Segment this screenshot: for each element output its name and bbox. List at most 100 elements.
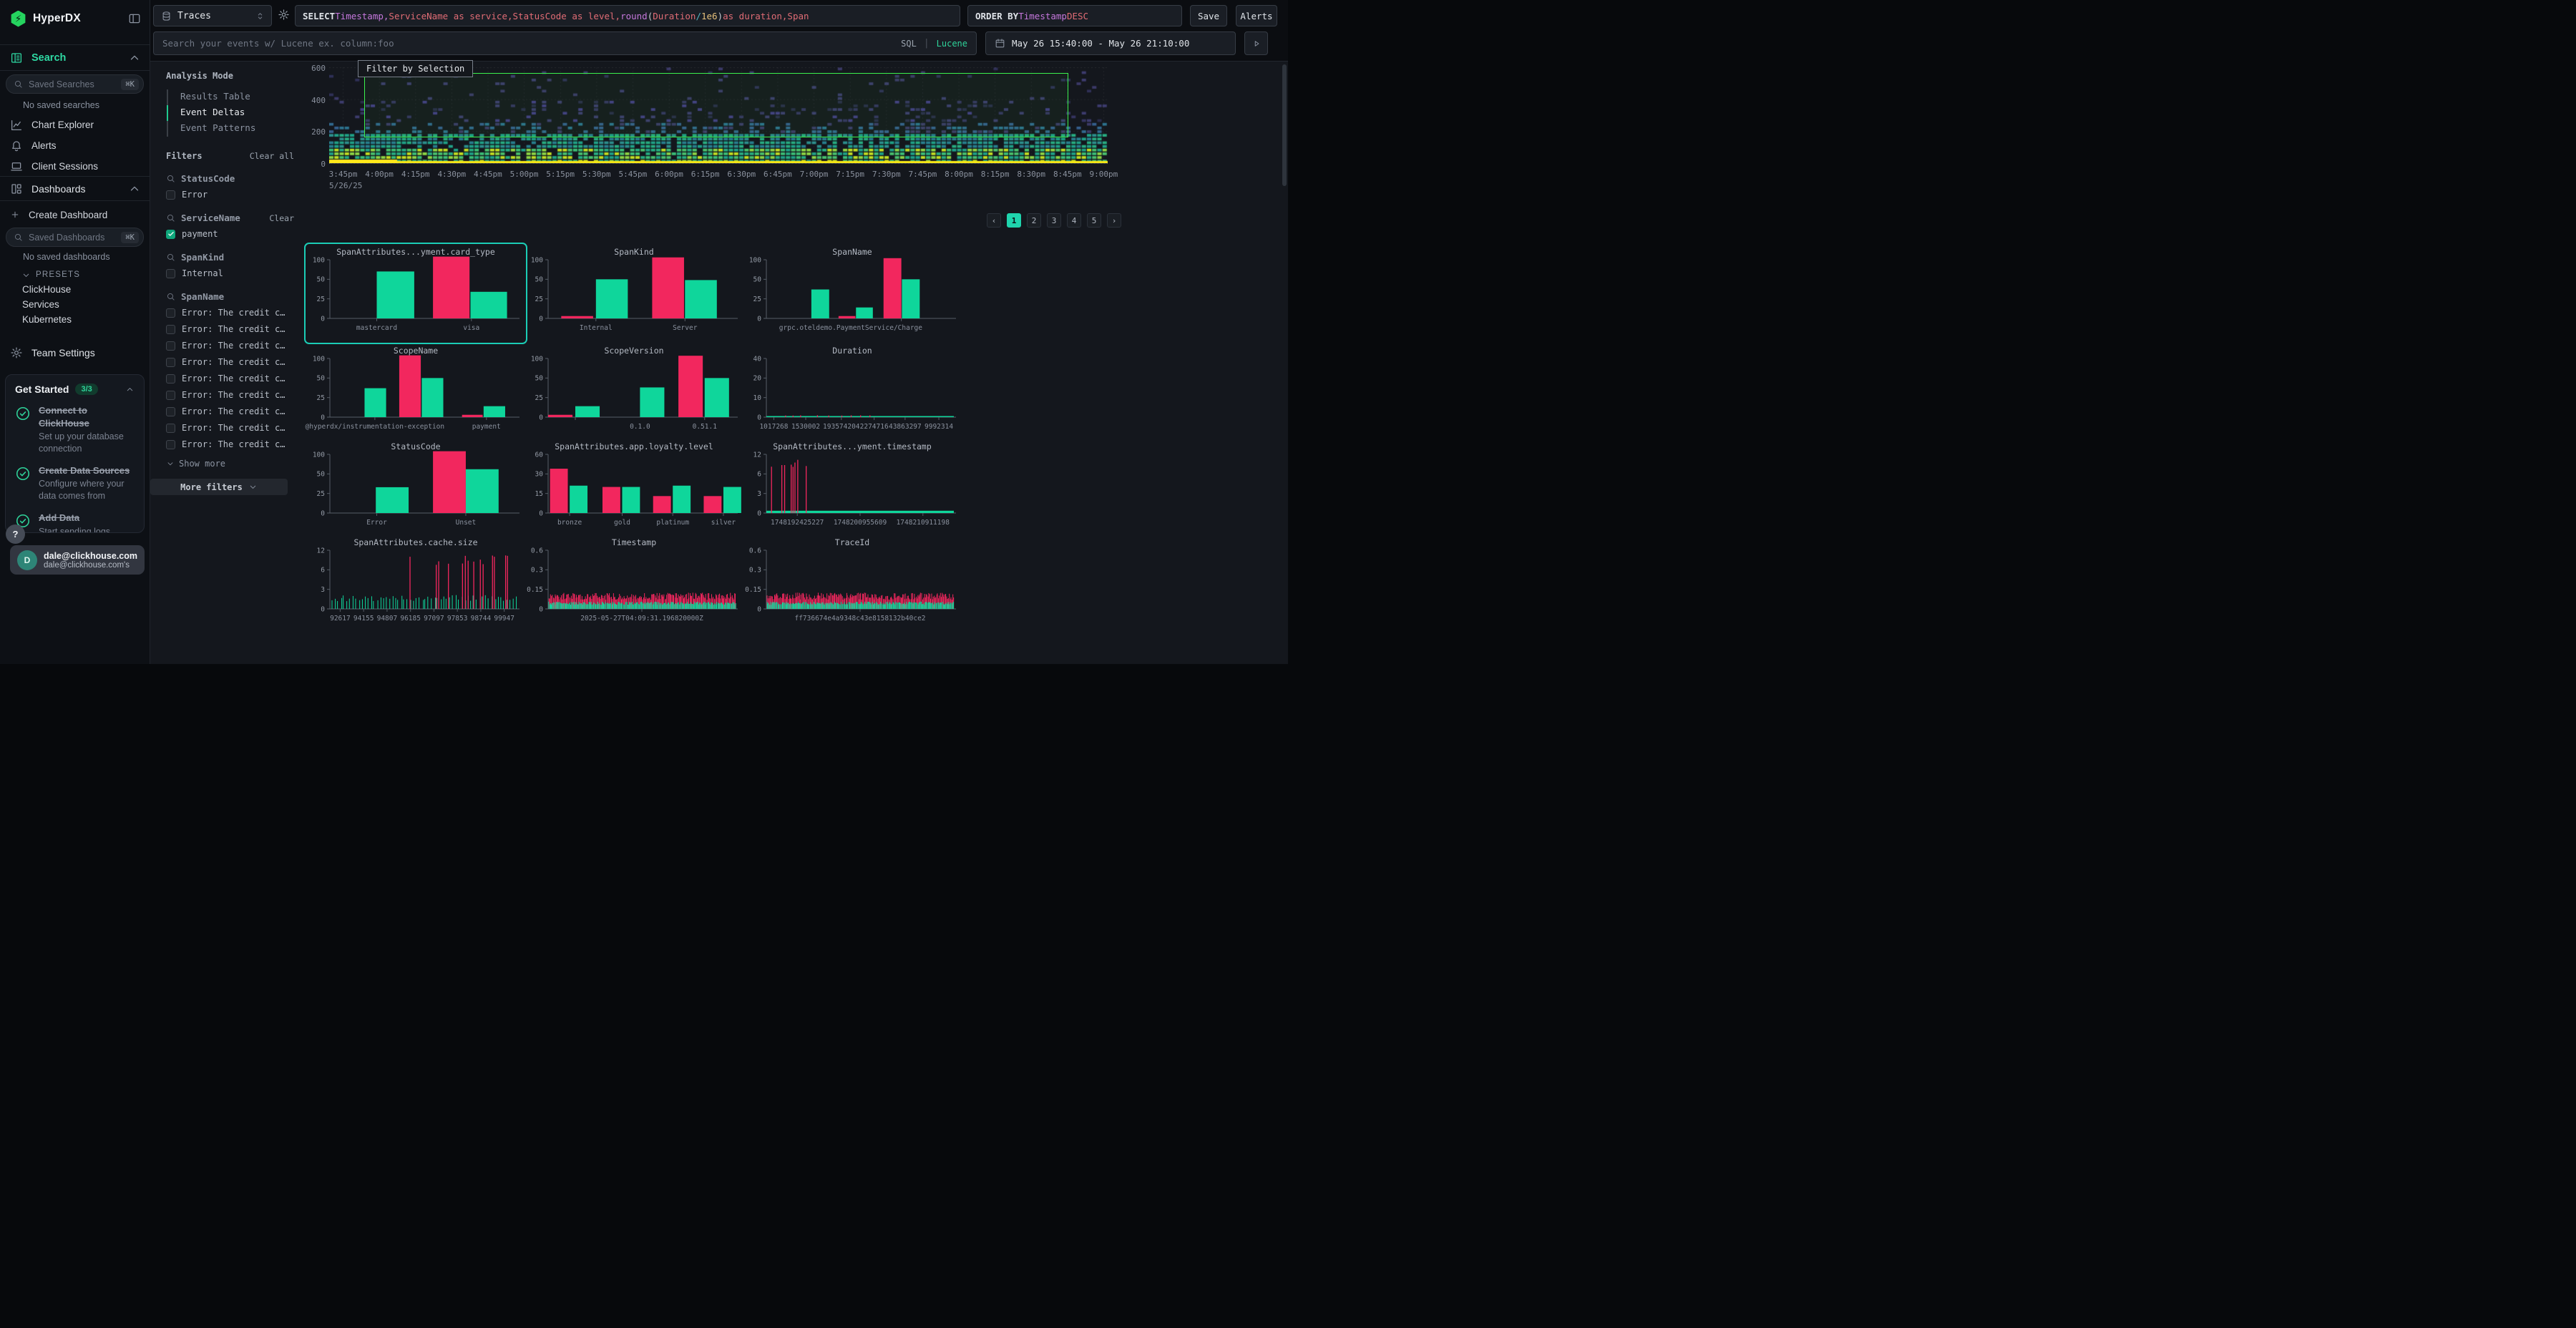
- show-more-link[interactable]: Show more: [166, 459, 294, 469]
- checkbox-checked[interactable]: [166, 229, 175, 239]
- sidebar-item-chart-explorer[interactable]: Chart Explorer: [0, 114, 150, 135]
- user-org: dale@clickhouse.com's: [44, 560, 130, 570]
- preset-item-clickhouse[interactable]: ClickHouse: [22, 284, 72, 295]
- save-button[interactable]: Save: [1190, 5, 1227, 26]
- filter-option-error-the-credit-card[interactable]: Error: The credit card …: [166, 439, 294, 450]
- pagination-page-4[interactable]: 4: [1067, 213, 1081, 228]
- alerts-button[interactable]: Alerts: [1236, 5, 1277, 26]
- sidebar-item-alerts[interactable]: Alerts: [0, 135, 150, 156]
- pagination-page-3[interactable]: 3: [1047, 213, 1061, 228]
- chevDown-icon: [250, 485, 256, 489]
- mini-chart-duration[interactable]: Duration 0 10 20 40 1017268 1530002 193574204 22…: [745, 346, 960, 439]
- sidebar-item-team-settings[interactable]: Team Settings: [0, 342, 150, 363]
- sidebar-item-search[interactable]: Search: [0, 44, 150, 71]
- svg-text:60: 60: [535, 451, 544, 459]
- preset-item-services[interactable]: Services: [22, 299, 59, 310]
- pagination-next[interactable]: ›: [1107, 213, 1121, 228]
- mini-chart-traceid[interactable]: TraceId 0 0.15 0.3 0.6 ff736674e4a9348c43e815…: [745, 537, 960, 630]
- source-select-value: Traces: [177, 10, 211, 21]
- source-select[interactable]: Traces: [153, 5, 272, 26]
- language-toggle-lucene[interactable]: Lucene: [936, 38, 967, 49]
- chevron-up-icon[interactable]: [125, 385, 135, 394]
- checkbox-unchecked[interactable]: [166, 374, 175, 384]
- filter-option-error-the-credit-card[interactable]: Error: The credit card …: [166, 307, 294, 318]
- mini-chart-spanattributes-yment-card-type[interactable]: SpanAttributes...yment.card_type 0 25 50 100…: [304, 243, 527, 344]
- checkbox-unchecked[interactable]: [166, 308, 175, 318]
- clear-filter-link[interactable]: Clear: [269, 213, 294, 223]
- date-range-picker[interactable]: May 26 15:40:00 - May 26 21:10:00: [985, 31, 1236, 55]
- svg-text:0.3: 0.3: [531, 567, 543, 575]
- pagination-prev[interactable]: ‹: [987, 213, 1001, 228]
- sql-select-input[interactable]: SELECT Timestamp, ServiceName as service…: [295, 5, 960, 26]
- mini-chart-timestamp[interactable]: Timestamp 0 0.15 0.3 0.6 2025-05-27T04:09:31.…: [527, 537, 741, 630]
- preset-item-kubernetes[interactable]: Kubernetes: [22, 314, 72, 325]
- order-by-input[interactable]: ORDER BY Timestamp DESC: [967, 5, 1182, 26]
- chevron-up-icon[interactable]: [128, 52, 141, 64]
- run-search-button[interactable]: [1244, 31, 1268, 55]
- saved-dashboards-input[interactable]: Saved Dashboards ⌘K: [6, 228, 144, 247]
- heatmap-canvas[interactable]: [329, 67, 1108, 163]
- sidebar-item-client-sessions[interactable]: Client Sessions: [0, 156, 150, 177]
- mini-chart-spanattributes-yment-timestamp[interactable]: SpanAttributes...yment.timestamp 0 3 6 12 174…: [745, 441, 960, 534]
- pagination-page-5[interactable]: 5: [1087, 213, 1101, 228]
- filter-option-error-the-credit-card[interactable]: Error: The credit card …: [166, 406, 294, 417]
- get-started-item-create-data-sources: Create Data Sources Configure where your …: [15, 464, 135, 502]
- mini-chart-scopeversion[interactable]: ScopeVersion 0 25 50 100 0.1.0 0.51.1: [527, 346, 741, 439]
- help-button[interactable]: ?: [6, 524, 25, 544]
- checkbox-unchecked[interactable]: [166, 190, 175, 200]
- checkbox-unchecked[interactable]: [166, 439, 175, 449]
- filter-option-error[interactable]: Error: [166, 189, 294, 200]
- sidebar-item-dashboards[interactable]: Dashboards: [0, 176, 150, 201]
- filter-option-error-the-credit-card[interactable]: Error: The credit card …: [166, 422, 294, 434]
- svg-text:98744: 98744: [471, 615, 492, 622]
- checkbox-unchecked[interactable]: [166, 341, 175, 351]
- svg-text:12: 12: [317, 547, 325, 555]
- mini-chart-spankind[interactable]: SpanKind 0 25 50 100 Internal Server: [527, 247, 741, 340]
- mini-chart-spanattributes-cache-size[interactable]: SpanAttributes.cache.size 0 3 6 12 92617 94155…: [308, 537, 523, 630]
- checkbox-unchecked[interactable]: [166, 357, 175, 367]
- chevron-up-icon[interactable]: [128, 182, 141, 195]
- source-settings-button[interactable]: [278, 9, 290, 21]
- user-menu[interactable]: D dale@clickhouse.com dale@clickhouse.co…: [10, 545, 145, 575]
- collapse-sidebar-button[interactable]: [128, 12, 141, 25]
- filter-group-name: SpanName: [181, 291, 225, 302]
- filter-option-error-the-credit-card[interactable]: Error: The credit card …: [166, 389, 294, 401]
- hyperdx-app: ⚡ HyperDX Search Saved Searches ⌘K No sa…: [0, 0, 1288, 664]
- filter-option-internal[interactable]: Internal: [166, 268, 294, 279]
- checkbox-unchecked[interactable]: [166, 268, 175, 278]
- filter-option-error-the-credit-card[interactable]: Error: The credit card …: [166, 356, 294, 368]
- clear-all-link[interactable]: Clear all: [249, 151, 294, 161]
- filter-option-error-the-credit-card[interactable]: Error: The credit card …: [166, 323, 294, 335]
- create-dashboard-button[interactable]: Create Dashboard: [0, 206, 150, 223]
- mini-chart-spanname[interactable]: SpanName 0 25 50 100 grpc.oteldemo.PaymentSer…: [745, 247, 960, 340]
- checkbox-unchecked[interactable]: [166, 423, 175, 433]
- svg-text:0: 0: [539, 509, 543, 517]
- pagination-page-2[interactable]: 2: [1027, 213, 1041, 228]
- language-toggle-sql[interactable]: SQL: [901, 38, 917, 49]
- charts-area: Filter by Selection 600 400 200 0 3:45pm 4:0…: [301, 60, 1282, 664]
- filter-by-selection-button[interactable]: Filter by Selection: [358, 60, 474, 77]
- gear-icon: [10, 346, 23, 359]
- presets-toggle[interactable]: PRESETS: [0, 268, 150, 281]
- filter-option-payment[interactable]: payment: [166, 228, 294, 240]
- checkbox-unchecked[interactable]: [166, 390, 175, 400]
- checkbox-unchecked[interactable]: [166, 324, 175, 334]
- checkbox-unchecked[interactable]: [166, 406, 175, 416]
- more-filters-button[interactable]: More filters: [150, 479, 288, 495]
- pagination-page-1[interactable]: 1: [1007, 213, 1021, 228]
- analysis-mode-event-patterns[interactable]: Event Patterns: [180, 122, 256, 133]
- scrollbar-thumb[interactable]: [1282, 64, 1287, 186]
- mini-chart-spanattributes-app-loyalty-level[interactable]: SpanAttributes.app.loyalty.level 0 15 30 60 b…: [527, 441, 741, 534]
- saved-searches-input[interactable]: Saved Searches ⌘K: [6, 74, 144, 94]
- filter-option-error-the-credit-card[interactable]: Error: The credit card …: [166, 340, 294, 351]
- mini-chart-scopename[interactable]: ScopeName 0 25 50 100 @hyperdx/instrumentatio…: [306, 346, 523, 439]
- filter-option-error-the-credit-card[interactable]: Error: The credit card …: [166, 373, 294, 384]
- chevron-down-icon: [248, 482, 258, 492]
- search-input[interactable]: Search your events w/ Lucene ex. column:…: [153, 31, 977, 55]
- analysis-mode-event-deltas[interactable]: Event Deltas: [167, 105, 294, 121]
- filter-option-label: Error: The credit card …: [182, 374, 289, 384]
- mini-chart-statuscode[interactable]: StatusCode 0 25 50 100 Error Unset: [308, 441, 523, 534]
- analysis-mode-results-table[interactable]: Results Table: [180, 91, 250, 102]
- filter-panel: Analysis Mode Results Table Event Deltas E…: [150, 61, 301, 664]
- svg-text:25: 25: [317, 394, 325, 402]
